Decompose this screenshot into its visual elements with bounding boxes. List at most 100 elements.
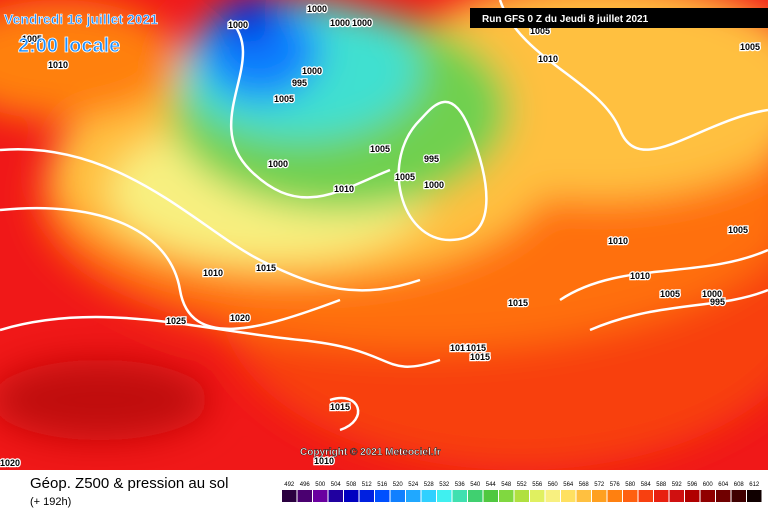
legend-value: 496 — [300, 482, 311, 488]
isobar-label: 1015 — [470, 352, 490, 362]
legend-value: 528 — [424, 482, 435, 488]
isobar-label: 1005 — [370, 144, 390, 154]
legend-value: 544 — [486, 482, 497, 488]
legend-value: 516 — [377, 482, 388, 488]
legend-value: 596 — [687, 482, 698, 488]
legend-swatch — [297, 490, 312, 502]
isobar-label: 995 — [292, 78, 307, 88]
legend-swatch — [421, 490, 436, 502]
forecast-time: 2:00 locale — [18, 35, 120, 57]
legend-swatch — [468, 490, 483, 502]
isobar-label: 1010 — [450, 343, 470, 353]
legend-value: 548 — [501, 482, 512, 488]
isobar-label: 1015 — [508, 298, 528, 308]
isobar-label: 1005 — [395, 172, 415, 182]
lead-time: (+ 192h) — [30, 496, 71, 508]
legend-swatch — [623, 490, 638, 502]
legend-swatch — [437, 490, 452, 502]
legend-value: 568 — [579, 482, 590, 488]
legend-swatch — [313, 490, 328, 502]
isobar-label: 1000 — [352, 18, 372, 28]
legend-swatch — [685, 490, 700, 502]
isobar-label: 1000 — [302, 66, 322, 76]
isobar-label: 995 — [424, 154, 439, 164]
isobar-label: 1005 — [274, 94, 294, 104]
legend-swatch — [344, 490, 359, 502]
run-banner — [470, 8, 768, 28]
isobar-label: 1010 — [48, 60, 68, 70]
forecast-date: Vendredi 16 juillet 2021 — [4, 11, 158, 27]
isobar-label: 1000 — [268, 159, 288, 169]
isobar-label: 1010 — [608, 236, 628, 246]
legend-value: 584 — [641, 482, 652, 488]
footer-title: Géop. Z500 & pression au sol — [30, 475, 228, 492]
legend-swatch — [406, 490, 421, 502]
legend-value: 564 — [563, 482, 574, 488]
legend-swatch — [576, 490, 591, 502]
isobar-label: 1015 — [466, 343, 486, 353]
legend-value: 572 — [594, 482, 605, 488]
legend-swatch — [452, 490, 467, 502]
legend-swatch — [390, 490, 405, 502]
isobar-label: 1010 — [630, 271, 650, 281]
legend-swatch — [638, 490, 653, 502]
legend-swatch — [282, 490, 297, 502]
legend-value: 492 — [284, 482, 295, 488]
legend-value: 608 — [734, 482, 745, 488]
legend-value: 588 — [656, 482, 667, 488]
isobar-label: 1000 — [702, 289, 722, 299]
isobar-label: 1020 — [0, 458, 20, 468]
isobar-label: 1005 — [22, 34, 42, 44]
legend-value: 524 — [408, 482, 419, 488]
legend-swatch — [654, 490, 669, 502]
legend-value: 592 — [672, 482, 683, 488]
isobar-label: 1010 — [334, 184, 354, 194]
legend-swatch — [561, 490, 576, 502]
isobar-label: 1025 — [166, 316, 186, 326]
isobar-label: 1010 — [203, 268, 223, 278]
map-field — [0, 0, 768, 470]
legend-swatch — [700, 490, 715, 502]
legend-value: 552 — [517, 482, 528, 488]
legend-swatch — [514, 490, 529, 502]
legend-value: 512 — [362, 482, 373, 488]
legend-swatch — [731, 490, 746, 502]
legend-swatch — [483, 490, 498, 502]
legend-swatch — [545, 490, 560, 502]
legend: 492 496 500 504 508 512 516 520 524 528 532 536 540 5… — [282, 482, 762, 502]
legend-swatch — [607, 490, 622, 502]
legend-value: 508 — [346, 482, 357, 488]
legend-value: 532 — [439, 482, 450, 488]
legend-value: 520 — [393, 482, 404, 488]
legend-value: 556 — [532, 482, 543, 488]
legend-value: 604 — [718, 482, 729, 488]
legend-value: 600 — [703, 482, 714, 488]
isobar-label: 1005 — [660, 289, 680, 299]
legend-swatch — [530, 490, 545, 502]
copyright: Copyright © 2021 Meteociel.fr — [300, 447, 441, 458]
legend-swatch — [747, 490, 762, 502]
legend-value: 576 — [610, 482, 621, 488]
legend-swatch — [375, 490, 390, 502]
legend-value: 540 — [470, 482, 481, 488]
legend-value: 580 — [625, 482, 636, 488]
legend-value: 612 — [749, 482, 760, 488]
legend-value: 536 — [455, 482, 466, 488]
legend-swatch — [328, 490, 343, 502]
isobar-label: 1020 — [230, 313, 250, 323]
legend-swatch — [359, 490, 374, 502]
isobar-label: 1015 — [256, 263, 276, 273]
isobar-label: 995 — [710, 297, 725, 307]
legend-swatch — [499, 490, 514, 502]
run-info: Run GFS 0 Z du Jeudi 8 juillet 2021 — [482, 14, 649, 25]
legend-value: 504 — [331, 482, 342, 488]
legend-swatch — [669, 490, 684, 502]
isobar-label: 1000 — [330, 18, 350, 28]
legend-swatch — [592, 490, 607, 502]
isobar-label: 1010 — [314, 456, 334, 466]
isobar-label: 1000 — [424, 180, 444, 190]
isobar-label: 1010 — [538, 54, 558, 64]
isobar-label: 1005 — [740, 42, 760, 52]
